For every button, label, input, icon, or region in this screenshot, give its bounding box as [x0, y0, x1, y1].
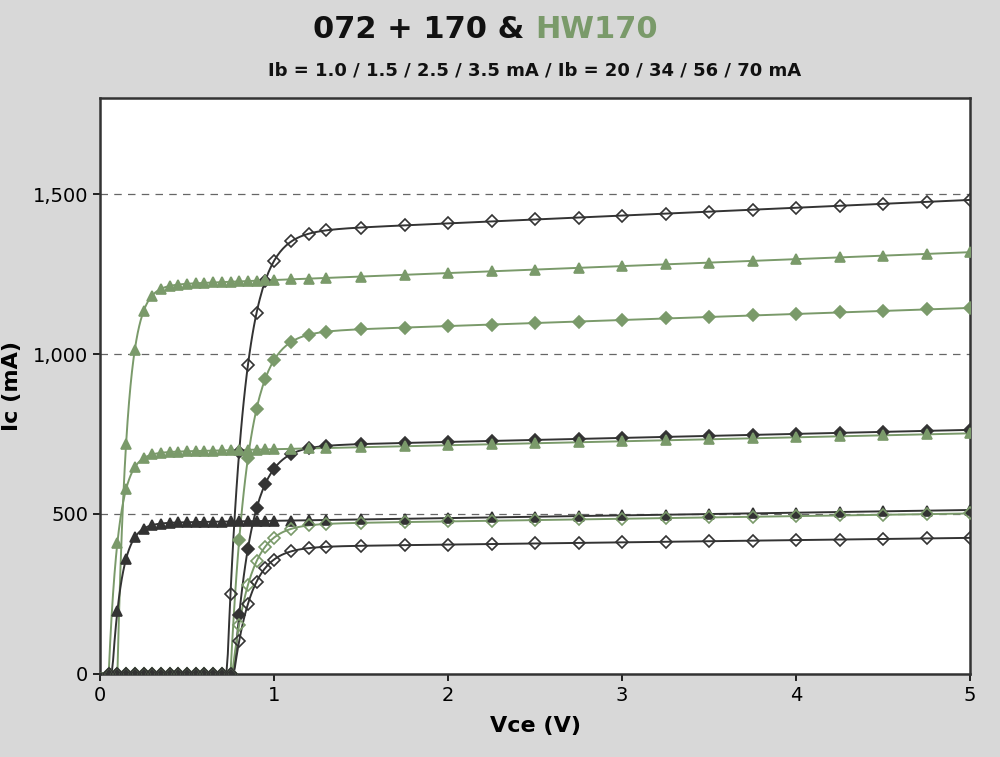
Text: HW170: HW170 [535, 14, 658, 44]
X-axis label: Vce (V): Vce (V) [490, 715, 580, 736]
Text: Ib = 1.0 / 1.5 / 2.5 / 3.5 mA / Ib = 20 / 34 / 56 / 70 mA: Ib = 1.0 / 1.5 / 2.5 / 3.5 mA / Ib = 20 … [268, 62, 802, 80]
Text: 072 + 170 &: 072 + 170 & [313, 14, 535, 44]
Y-axis label: Ic (mA): Ic (mA) [2, 341, 22, 431]
